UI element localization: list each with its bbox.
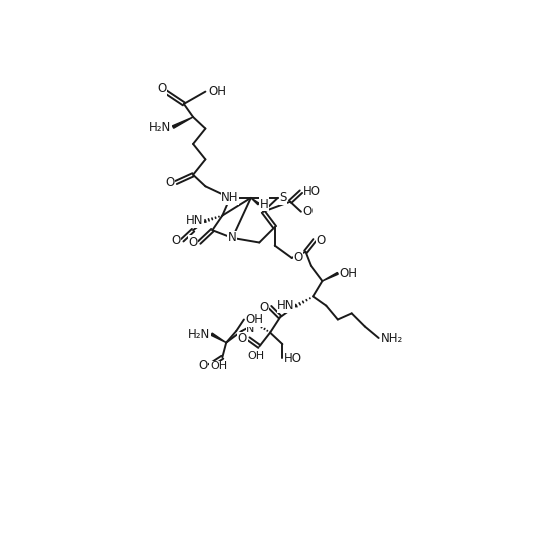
Text: O: O — [293, 252, 302, 264]
Text: O: O — [303, 205, 312, 218]
Text: OH: OH — [245, 313, 263, 326]
Text: H₂N: H₂N — [188, 328, 210, 340]
Text: O: O — [316, 234, 325, 247]
Text: HO: HO — [303, 185, 321, 198]
Text: O: O — [172, 234, 181, 247]
Polygon shape — [173, 117, 193, 128]
Text: O: O — [302, 205, 311, 218]
Text: H₂N: H₂N — [149, 121, 172, 133]
Text: N: N — [228, 232, 237, 244]
Text: S: S — [279, 191, 287, 204]
Text: NH: NH — [221, 191, 239, 204]
Text: OH: OH — [247, 351, 264, 360]
Text: O: O — [259, 301, 269, 314]
Text: O: O — [158, 82, 167, 95]
Polygon shape — [323, 272, 338, 281]
Text: O: O — [165, 176, 175, 189]
Text: H: H — [260, 198, 269, 210]
Polygon shape — [251, 198, 259, 205]
Text: O: O — [189, 236, 198, 249]
Text: H
N: H N — [247, 312, 255, 334]
Text: HO: HO — [284, 352, 302, 364]
Polygon shape — [211, 333, 226, 343]
Text: HN: HN — [187, 214, 204, 228]
Text: OH: OH — [339, 267, 358, 280]
Text: OH: OH — [303, 185, 321, 198]
Text: OH: OH — [210, 362, 227, 372]
Text: OH: OH — [209, 85, 227, 98]
Text: HN: HN — [277, 299, 295, 312]
Text: O: O — [238, 332, 247, 345]
Text: NH₂: NH₂ — [381, 331, 403, 344]
Text: O: O — [198, 359, 208, 372]
